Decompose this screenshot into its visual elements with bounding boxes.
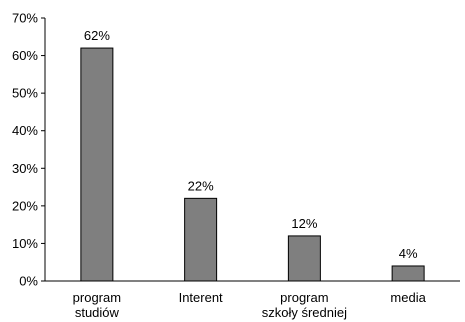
category-label: Interent [179, 290, 223, 305]
category-label: szkoły średniej [262, 305, 347, 320]
bar [184, 197, 218, 282]
y-tick-label: 70% [12, 11, 38, 26]
bar-value-label: 62% [84, 28, 110, 43]
y-tick-label: 30% [12, 161, 38, 176]
bar-value-label: 22% [188, 178, 214, 193]
bar-data-labels: 62% 22% 12% 4% [84, 28, 418, 261]
chart-bars [80, 47, 425, 282]
y-tick-label: 10% [12, 236, 38, 251]
y-tick-label: 50% [12, 86, 38, 101]
y-tick-label: 60% [12, 48, 38, 63]
bar [80, 47, 114, 282]
y-tick-label: 40% [12, 123, 38, 138]
category-label: media [390, 290, 426, 305]
y-tick-label: 0% [19, 274, 38, 289]
category-label: studiów [75, 305, 120, 320]
category-label: program [280, 290, 328, 305]
y-tick-label: 20% [12, 198, 38, 213]
bar-value-label: 12% [291, 216, 317, 231]
bar [287, 235, 321, 282]
category-label: program [73, 290, 121, 305]
bar-value-label: 4% [399, 246, 418, 261]
bar [391, 265, 425, 282]
y-axis-ticks: 0% 10% 20% 30% 40% 50% 60% 70% [12, 11, 45, 289]
chart-axes [44, 18, 460, 282]
